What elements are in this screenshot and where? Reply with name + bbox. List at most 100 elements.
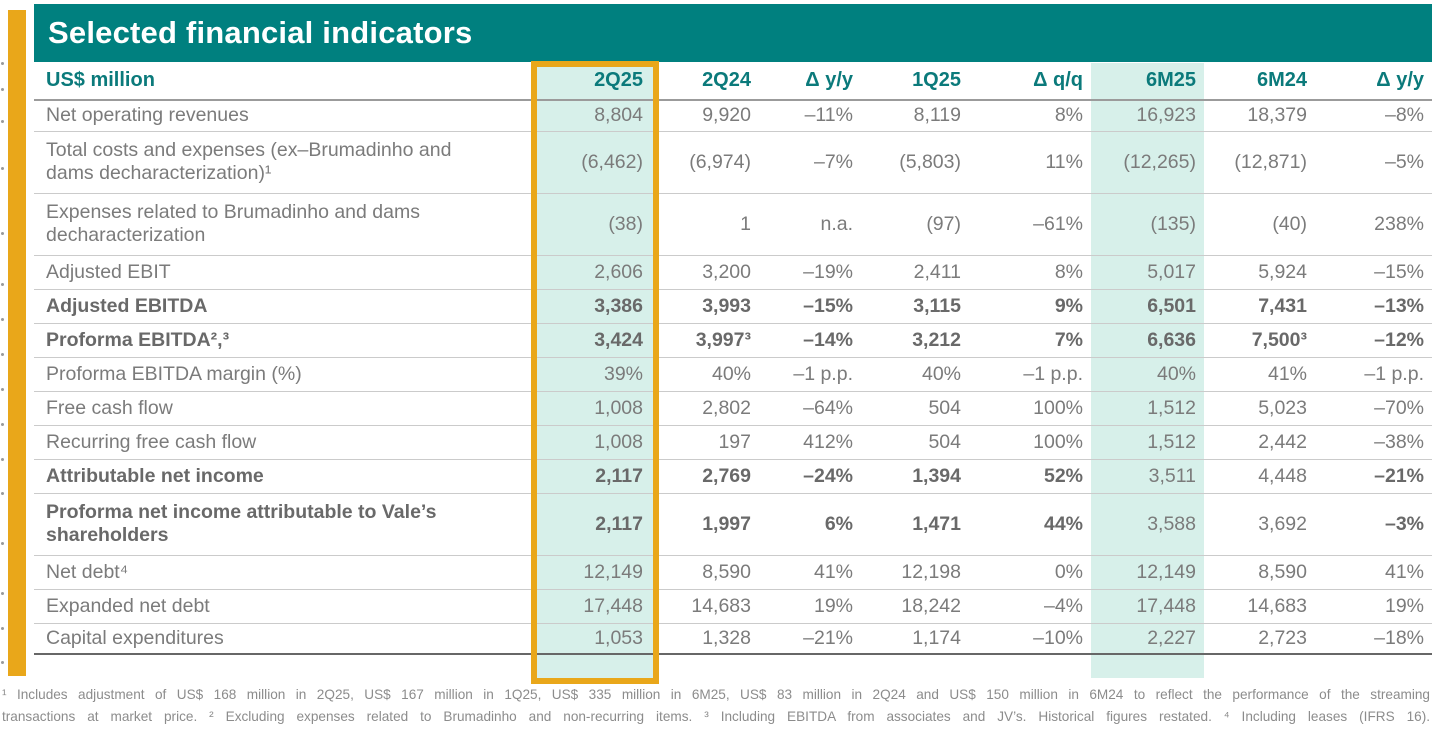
page-title: Selected financial indicators xyxy=(48,15,473,50)
table-cell: –38% xyxy=(1315,425,1432,460)
table-cell: (12,871) xyxy=(1204,131,1315,194)
table-cell: 1,997 xyxy=(651,493,759,556)
table-cell: 1,394 xyxy=(861,459,969,494)
row-label: Expenses related to Brumadinho and dams … xyxy=(34,193,535,256)
row-label: Proforma EBITDA margin (%) xyxy=(34,357,535,392)
table-cell: 12,149 xyxy=(1091,555,1204,590)
bullet-dot xyxy=(1,353,4,356)
table-cell: –21% xyxy=(1315,459,1432,494)
column-header: Δ y/y xyxy=(1315,64,1432,101)
table-cell: 14,683 xyxy=(1204,589,1315,624)
table-cell: 40% xyxy=(1091,357,1204,392)
table-cell: (6,462) xyxy=(535,131,651,194)
bullet-dot xyxy=(1,120,4,123)
row-label: Proforma net income attributable to Vale… xyxy=(34,493,535,556)
table-row: Proforma net income attributable to Vale… xyxy=(34,493,1432,556)
table-cell: –11% xyxy=(759,100,861,132)
table-cell: 19% xyxy=(759,589,861,624)
table-cell: 2,442 xyxy=(1204,425,1315,460)
table-cell: 1,008 xyxy=(535,425,651,460)
table-cell: –10% xyxy=(969,623,1091,655)
table-cell: (6,974) xyxy=(651,131,759,194)
row-label: Capital expenditures xyxy=(34,623,535,655)
table-cell: 1,053 xyxy=(535,623,651,655)
table-cell: 0% xyxy=(969,555,1091,590)
table-cell: 3,115 xyxy=(861,289,969,324)
column-header: 2Q25 xyxy=(535,64,651,101)
row-label: Recurring free cash flow xyxy=(34,425,535,460)
bullet-dot xyxy=(1,542,4,545)
table-cell: 41% xyxy=(759,555,861,590)
table-cell: (97) xyxy=(861,193,969,256)
table-cell: 1 xyxy=(651,193,759,256)
table-row: Proforma EBITDA margin (%) 39% 40% –1 p.p. 4… xyxy=(34,357,1432,392)
table-cell: 3,212 xyxy=(861,323,969,358)
table-cell: 6,501 xyxy=(1091,289,1204,324)
table-cell: –1 p.p. xyxy=(759,357,861,392)
table-row: Expenses related to Brumadinho and dams … xyxy=(34,193,1432,256)
table-cell: 17,448 xyxy=(1091,589,1204,624)
table-cell: 8% xyxy=(969,100,1091,132)
table-cell: 2,769 xyxy=(651,459,759,494)
table-cell: 1,174 xyxy=(861,623,969,655)
table-cell: 3,997³ xyxy=(651,323,759,358)
column-header: 6M24 xyxy=(1204,64,1315,101)
table-row: Proforma EBITDA²,³ 3,424 3,997³ –14% 3,212 7%… xyxy=(34,323,1432,358)
footnote-line: transactions at market price. ² Excludin… xyxy=(2,709,1430,725)
financial-indicators-table: US$ million 2Q25 2Q24 Δ y/y 1Q25 Δ q/q 6M25 6M2… xyxy=(34,64,1432,655)
bullet-dot xyxy=(1,627,4,630)
table-cell: 100% xyxy=(969,391,1091,426)
table-cell: 41% xyxy=(1315,555,1432,590)
table-cell: 8,590 xyxy=(1204,555,1315,590)
table-cell: 8,590 xyxy=(651,555,759,590)
table-cell: 2,802 xyxy=(651,391,759,426)
row-label: Adjusted EBIT xyxy=(34,255,535,290)
table-cell: –64% xyxy=(759,391,861,426)
table-cell: –12% xyxy=(1315,323,1432,358)
table-cell: 8% xyxy=(969,255,1091,290)
table-row: Capital expenditures 1,053 1,328 –21% 1,174–… xyxy=(34,623,1432,655)
table-row: Total costs and expenses (ex–Brumadinho … xyxy=(34,131,1432,194)
table-row: Expanded net debt 17,448 14,683 19% 18,242 –4… xyxy=(34,589,1432,624)
table-cell: 3,386 xyxy=(535,289,651,324)
table-cell: 9% xyxy=(969,289,1091,324)
title-bar: Selected financial indicators xyxy=(34,4,1432,62)
table-cell: (135) xyxy=(1091,193,1204,256)
table-cell: 4,448 xyxy=(1204,459,1315,494)
table-cell: 18,242 xyxy=(861,589,969,624)
table-cell: 1,512 xyxy=(1091,425,1204,460)
table-cell: 1,008 xyxy=(535,391,651,426)
table-cell: 8,804 xyxy=(535,100,651,132)
bullet-dot xyxy=(1,388,4,391)
row-label: Net debt⁴ xyxy=(34,555,535,590)
footnote-line: ¹ Includes adjustment of US$ 168 million… xyxy=(2,687,1430,702)
table-cell: 504 xyxy=(861,391,969,426)
table-cell: –19% xyxy=(759,255,861,290)
table-cell: 2,117 xyxy=(535,459,651,494)
bullet-dot xyxy=(1,492,4,495)
column-header: 1Q25 xyxy=(861,64,969,101)
table-cell: 40% xyxy=(651,357,759,392)
table-cell: –1 p.p. xyxy=(1315,357,1432,392)
table-cell: 16,923 xyxy=(1091,100,1204,132)
table-row: Attributable net income 2,117 2,769 –24% 1,3… xyxy=(34,459,1432,494)
row-label: Expanded net debt xyxy=(34,589,535,624)
table-cell: 2,606 xyxy=(535,255,651,290)
table-cell: –5% xyxy=(1315,131,1432,194)
row-label: Adjusted EBITDA xyxy=(34,289,535,324)
table-cell: 5,023 xyxy=(1204,391,1315,426)
table-cell: 7,431 xyxy=(1204,289,1315,324)
unit-header: US$ million xyxy=(34,64,535,101)
bullet-dot xyxy=(1,88,4,91)
row-label: Total costs and expenses (ex–Brumadinho … xyxy=(34,131,535,194)
bullet-dot xyxy=(1,458,4,461)
table-cell: –7% xyxy=(759,131,861,194)
table-cell: (12,265) xyxy=(1091,131,1204,194)
table-cell: 3,692 xyxy=(1204,493,1315,556)
table-cell: –61% xyxy=(969,193,1091,256)
table-cell: –1 p.p. xyxy=(969,357,1091,392)
bullet-dot xyxy=(1,661,4,664)
table-cell: 3,993 xyxy=(651,289,759,324)
table-cell: 39% xyxy=(535,357,651,392)
